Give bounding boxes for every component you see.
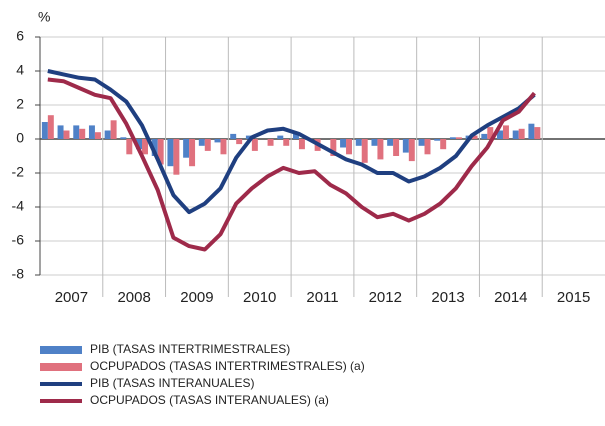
y-axis-label: % [38,9,50,25]
bar [418,139,425,146]
bar [151,139,158,156]
y-tick-label: -2 [12,164,25,180]
bar [402,139,409,153]
y-tick-label: 2 [16,96,24,112]
bar [393,139,400,156]
bar [497,130,503,139]
bar [126,139,133,155]
bar [57,125,64,139]
x-tick-label: 2012 [369,289,402,306]
bar [277,135,284,139]
x-tick-label: 2014 [494,289,527,306]
bar [79,128,86,139]
bar [63,130,70,139]
legend-label: PIB (TASAS INTERANUALES) [90,376,254,390]
bar [512,130,519,139]
bar [236,139,243,145]
line [47,69,536,215]
bar [455,137,462,139]
bar [120,137,127,139]
bar [361,139,368,163]
y-tick-label: -4 [12,198,25,214]
bar [502,125,509,139]
bar [534,127,541,139]
bar [88,125,95,139]
bar [440,139,447,150]
y-tick-label: -6 [12,232,25,248]
y-tick-label: -8 [12,266,25,282]
line [47,77,536,252]
bar [355,139,362,146]
bar [104,130,111,139]
bar [198,139,205,146]
x-tick-label: 2007 [55,289,88,306]
legend-label: PIB (TASAS INTERTRIMESTRALES) [90,342,290,356]
x-tick-label: 2011 [306,289,338,306]
x-tick-label: 2015 [557,289,590,306]
x-tick-label: 2013 [431,289,464,306]
bar [371,139,378,146]
bar [204,139,211,151]
legend-swatch [40,363,82,371]
bar [220,139,227,155]
bar [387,139,394,146]
bar [189,139,196,167]
bar [481,133,488,139]
y-tick-label: 0 [16,130,24,146]
y-tick-label: 4 [16,62,24,78]
bar [424,139,431,155]
bar [157,139,164,165]
bar [340,139,347,148]
legend-swatch [40,346,82,354]
bar [292,132,299,139]
x-tick-label: 2008 [117,289,150,306]
bar [283,139,290,146]
bar [330,139,337,156]
bar [408,139,415,162]
bar [528,123,535,139]
bar [377,139,384,160]
bar [230,133,237,139]
bar [434,139,441,141]
bar [173,139,180,175]
bar [487,127,494,139]
bar [73,125,80,139]
bar [94,132,101,139]
bar [346,139,353,155]
x-tick-label: 2009 [180,289,213,306]
bar [110,120,117,139]
bar [183,139,190,158]
bar [251,139,258,151]
bar [214,139,221,143]
bar [47,115,54,139]
legend-label: OCPUPADOS (TASAS INTERANUALES) (a) [90,393,329,407]
bar [298,139,305,150]
bar [245,135,252,139]
bar [267,139,274,146]
y-tick-label: 6 [16,28,24,44]
bar [136,139,143,150]
bar [449,137,456,139]
bar [142,139,148,155]
legend-label: OCPUPADOS (TASAS INTERTRIMESTRALES) (a) [90,359,365,373]
bar [471,135,478,139]
bar [518,128,525,139]
bar [41,122,48,139]
bar [167,139,174,167]
x-tick-label: 2010 [243,289,276,306]
